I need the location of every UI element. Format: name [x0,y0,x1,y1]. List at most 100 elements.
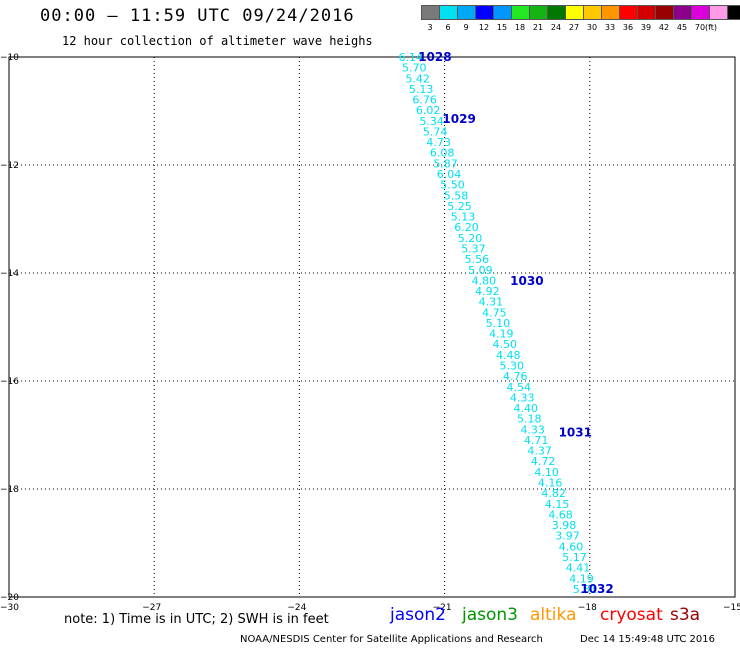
wave-height-value: 5.25 [447,200,472,213]
wave-height-value: 5.09 [468,264,493,277]
lat-tick-label: −14 [0,269,19,279]
color-scale-swatch [457,5,475,20]
wave-height-value: 6.08 [430,147,455,160]
wave-height-value: 5.37 [461,242,486,255]
color-scale-label: 27 [568,23,580,32]
credit-text: NOAA/NESDIS Center for Satellite Applica… [240,634,543,645]
wave-height-value: 4.10 [534,466,559,479]
color-scale-label: 70 [694,23,706,32]
color-scale-swatch [709,5,727,20]
wave-height-value: 4.33 [510,391,535,404]
lon-tick-label: −21 [433,603,452,613]
wave-height-value: 5.56 [465,253,490,266]
color-scale-swatch [727,5,740,20]
color-scale-swatch [673,5,691,20]
color-scale-label: 36 [622,23,634,32]
lat-tick-label: −10 [0,53,19,63]
wave-height-value: 4.92 [475,285,500,298]
lat-tick-label: −12 [0,161,19,171]
wave-height-value: 4.71 [524,434,549,447]
wave-height-value: 5.74 [423,125,448,138]
wave-height-value: 6.02 [416,104,441,117]
wave-height-value: 4.82 [541,487,566,500]
legend-item-cryosat: cryosat [600,605,663,625]
color-scale-swatch [619,5,637,20]
color-scale-label: 15 [496,23,508,32]
color-scale-label: 42 [658,23,670,32]
wave-height-value: 6.76 [412,94,437,107]
wave-height-value: 4.37 [527,445,552,458]
lon-tick-label: −27 [142,603,161,613]
wave-height-value: 4.15 [545,498,570,511]
wave-height-value: 5.18 [517,413,542,426]
color-scale-swatch [475,5,493,20]
legend-item-altika: altika [530,605,577,625]
color-scale-label: 24 [550,23,562,32]
wave-height-value: 4.68 [548,508,573,521]
color-scale-swatch [421,5,439,20]
color-scale-swatch [493,5,511,20]
wave-height-value: 4.80 [472,274,497,287]
wave-height-value: 5.50 [440,179,465,192]
wave-height-value: 4.75 [482,306,507,319]
wave-height-value: 5.42 [405,72,430,85]
wave-height-value: 4.31 [479,296,504,309]
pass-time-label: 1031 [559,425,592,439]
lat-tick-label: −20 [0,593,19,603]
wave-height-value: 4.41 [566,562,591,575]
wave-height-value: 5.87 [433,157,458,170]
lat-tick-label: −16 [0,377,19,387]
lon-tick-label: −18 [578,603,597,613]
wave-height-value: 4.72 [531,455,556,468]
wave-height-value: 5.34 [419,115,444,128]
color-scale-unit: (ft) [704,23,718,32]
map-subtitle: 12 hour collection of altimeter wave hei… [62,34,373,48]
pass-time-label: 1032 [580,582,613,596]
note-text: note: 1) Time is in UTC; 2) SWH is in fe… [64,612,329,627]
wave-height-value: 5.13 [451,211,476,224]
wave-height-value: 4.40 [513,402,538,415]
wave-height-value: 4.54 [506,381,531,394]
wave-height-value: 5.20 [458,232,483,245]
legend-item-jason2: jason2 [390,605,446,625]
lon-tick-label: −24 [287,603,306,613]
color-scale [421,5,740,20]
color-scale-swatch [655,5,673,20]
wave-height-value: 5.31 [573,583,598,596]
wave-height-value: 4.19 [569,572,594,585]
wave-height-value: 5.10 [486,317,511,330]
wave-height-value: 5.17 [562,551,587,564]
wave-height-value: 4.48 [496,349,521,362]
wave-height-value: 5.58 [444,189,469,202]
lat-tick-label: −18 [0,485,19,495]
color-scale-swatch [547,5,565,20]
color-scale-label: 18 [514,23,526,32]
lon-tick-label: −15 [723,603,740,613]
color-scale-swatch [439,5,457,20]
wave-height-value: 5.30 [500,360,525,373]
color-scale-swatch [601,5,619,20]
wave-height-value: 4.60 [559,540,584,553]
color-scale-swatch [637,5,655,20]
wave-height-value: 3.98 [552,519,577,532]
wave-height-value: 6.04 [437,168,462,181]
color-scale-labels: 3 6 9 12 15 18 21 24 27 30 33 36 39 42 45 70 [421,23,740,35]
color-scale-label: 6 [445,23,451,32]
wave-height-value: 5.70 [402,62,427,75]
pass-time-label: 1029 [442,112,475,126]
wave-height-value: 5.13 [409,83,434,96]
legend-item-s3a: s3a [670,605,701,625]
wave-height-value: 4.73 [426,136,451,149]
legend-item-jason3: jason3 [462,605,518,625]
lon-tick-label: −30 [0,603,19,613]
wave-height-value: 4.50 [493,338,518,351]
map-frame [8,56,736,598]
wave-height-value: 4.16 [538,477,563,490]
wave-height-value: 6.14 [398,51,423,64]
color-scale-swatch [583,5,601,20]
color-scale-label: 33 [604,23,616,32]
color-scale-label: 12 [478,23,490,32]
color-scale-swatch [511,5,529,20]
wave-height-value: 6.20 [454,221,479,234]
